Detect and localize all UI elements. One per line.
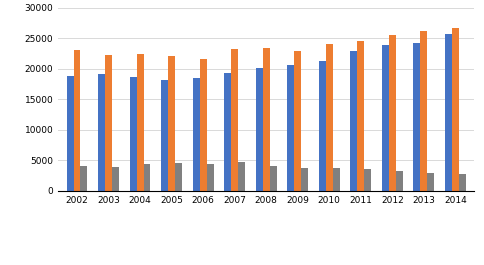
Bar [459,174,466,191]
Bar [287,65,294,191]
Bar [357,41,364,191]
Bar [333,168,340,191]
Bar [427,173,434,191]
Bar [421,31,427,191]
Bar [105,55,112,191]
Bar [193,78,200,191]
Bar [130,77,136,191]
Bar [112,167,119,191]
Bar [98,74,105,191]
Bar [326,44,333,191]
Bar [350,51,357,191]
Bar [224,73,231,191]
Bar [136,54,144,191]
Bar [301,168,308,191]
Bar [270,166,277,191]
Bar [445,34,452,191]
Bar [389,35,396,191]
Bar [74,50,80,191]
Bar [207,164,213,191]
Bar [144,164,151,191]
Bar [413,43,421,191]
Bar [263,48,270,191]
Bar [256,68,263,191]
Bar [294,51,301,191]
Bar [452,28,459,191]
Bar [319,61,326,191]
Bar [168,56,175,191]
Bar [80,166,88,191]
Bar [67,76,74,191]
Bar [382,45,389,191]
Bar [364,169,371,191]
Bar [200,59,207,191]
Bar [238,162,245,191]
Bar [175,163,182,191]
Bar [231,49,238,191]
Bar [396,171,403,191]
Bar [161,81,168,191]
